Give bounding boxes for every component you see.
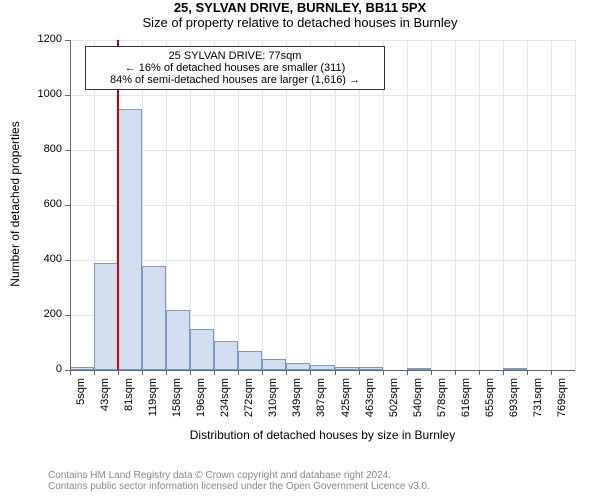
y-tick-label: 1200 [38, 33, 62, 45]
x-tick-mark [238, 370, 239, 375]
x-tick-mark [190, 370, 191, 375]
x-tick-mark [142, 370, 143, 375]
y-tick-label: 0 [56, 363, 62, 375]
footer-line-2: Contains public sector information licen… [48, 481, 430, 492]
x-tick-label: 5sqm [75, 378, 87, 433]
gridline-horizontal [70, 40, 575, 41]
y-tick-label: 600 [44, 198, 62, 210]
x-tick-mark [479, 370, 480, 375]
x-tick-mark [527, 370, 528, 375]
y-tick-label: 200 [44, 308, 62, 320]
x-tick-label: 693sqm [508, 378, 520, 433]
histogram-bar [262, 359, 286, 370]
y-axis-line [70, 40, 71, 370]
histogram-bar [118, 109, 142, 370]
x-tick-mark [118, 370, 119, 375]
x-tick-label: 349sqm [291, 378, 303, 433]
x-tick-label: 502sqm [388, 378, 400, 433]
x-tick-label: 769sqm [556, 378, 568, 433]
histogram-bar [190, 329, 214, 370]
y-tick-label: 1000 [38, 88, 62, 100]
x-tick-label: 196sqm [195, 378, 207, 433]
x-tick-mark [407, 370, 408, 375]
x-tick-mark [166, 370, 167, 375]
x-tick-label: 731sqm [532, 378, 544, 433]
histogram-bar [166, 310, 190, 371]
x-tick-label: 578sqm [436, 378, 448, 433]
histogram-bar [238, 351, 262, 370]
x-tick-label: 655sqm [484, 378, 496, 433]
histogram-bar [142, 266, 166, 371]
x-tick-label: 272sqm [243, 378, 255, 433]
chart-title: 25, SYLVAN DRIVE, BURNLEY, BB11 5PX [0, 0, 600, 15]
x-tick-label: 43sqm [99, 378, 111, 433]
y-tick-label: 800 [44, 143, 62, 155]
x-tick-mark [70, 370, 71, 375]
x-tick-mark [503, 370, 504, 375]
x-tick-mark [455, 370, 456, 375]
legend-line: 25 SYLVAN DRIVE: 77sqm [94, 50, 376, 62]
x-tick-mark [262, 370, 263, 375]
gridline-horizontal [70, 260, 575, 261]
y-axis-label: Number of detached properties [8, 104, 22, 304]
x-tick-label: 158sqm [171, 378, 183, 433]
x-tick-label: 463sqm [364, 378, 376, 433]
chart-subtitle: Size of property relative to detached ho… [0, 15, 600, 30]
histogram-bar [286, 363, 310, 370]
footer-attribution: Contains HM Land Registry data © Crown c… [48, 470, 430, 492]
x-tick-label: 387sqm [315, 378, 327, 433]
x-tick-mark [359, 370, 360, 375]
legend-line: 84% of semi-detached houses are larger (… [94, 74, 376, 86]
x-tick-mark [383, 370, 384, 375]
x-axis-line [70, 370, 575, 371]
histogram-bar [94, 263, 118, 370]
x-tick-mark [431, 370, 432, 375]
x-tick-mark [286, 370, 287, 375]
legend-line: ← 16% of detached houses are smaller (31… [94, 62, 376, 74]
x-tick-label: 81sqm [123, 378, 135, 433]
gridline-horizontal [70, 150, 575, 151]
x-tick-label: 425sqm [340, 378, 352, 433]
y-tick-label: 400 [44, 253, 62, 265]
footer-line-1: Contains HM Land Registry data © Crown c… [48, 470, 430, 481]
x-tick-label: 234sqm [219, 378, 231, 433]
x-tick-mark [214, 370, 215, 375]
x-tick-label: 310sqm [267, 378, 279, 433]
gridline-horizontal [70, 205, 575, 206]
x-tick-mark [94, 370, 95, 375]
x-tick-mark [310, 370, 311, 375]
gridline-horizontal [70, 95, 575, 96]
x-tick-label: 540sqm [412, 378, 424, 433]
x-tick-mark [551, 370, 552, 375]
x-tick-label: 616sqm [460, 378, 472, 433]
x-tick-label: 119sqm [147, 378, 159, 433]
legend-box: 25 SYLVAN DRIVE: 77sqm← 16% of detached … [85, 46, 385, 90]
histogram-bar [214, 341, 238, 370]
gridline-vertical [575, 40, 576, 370]
x-tick-mark [335, 370, 336, 375]
